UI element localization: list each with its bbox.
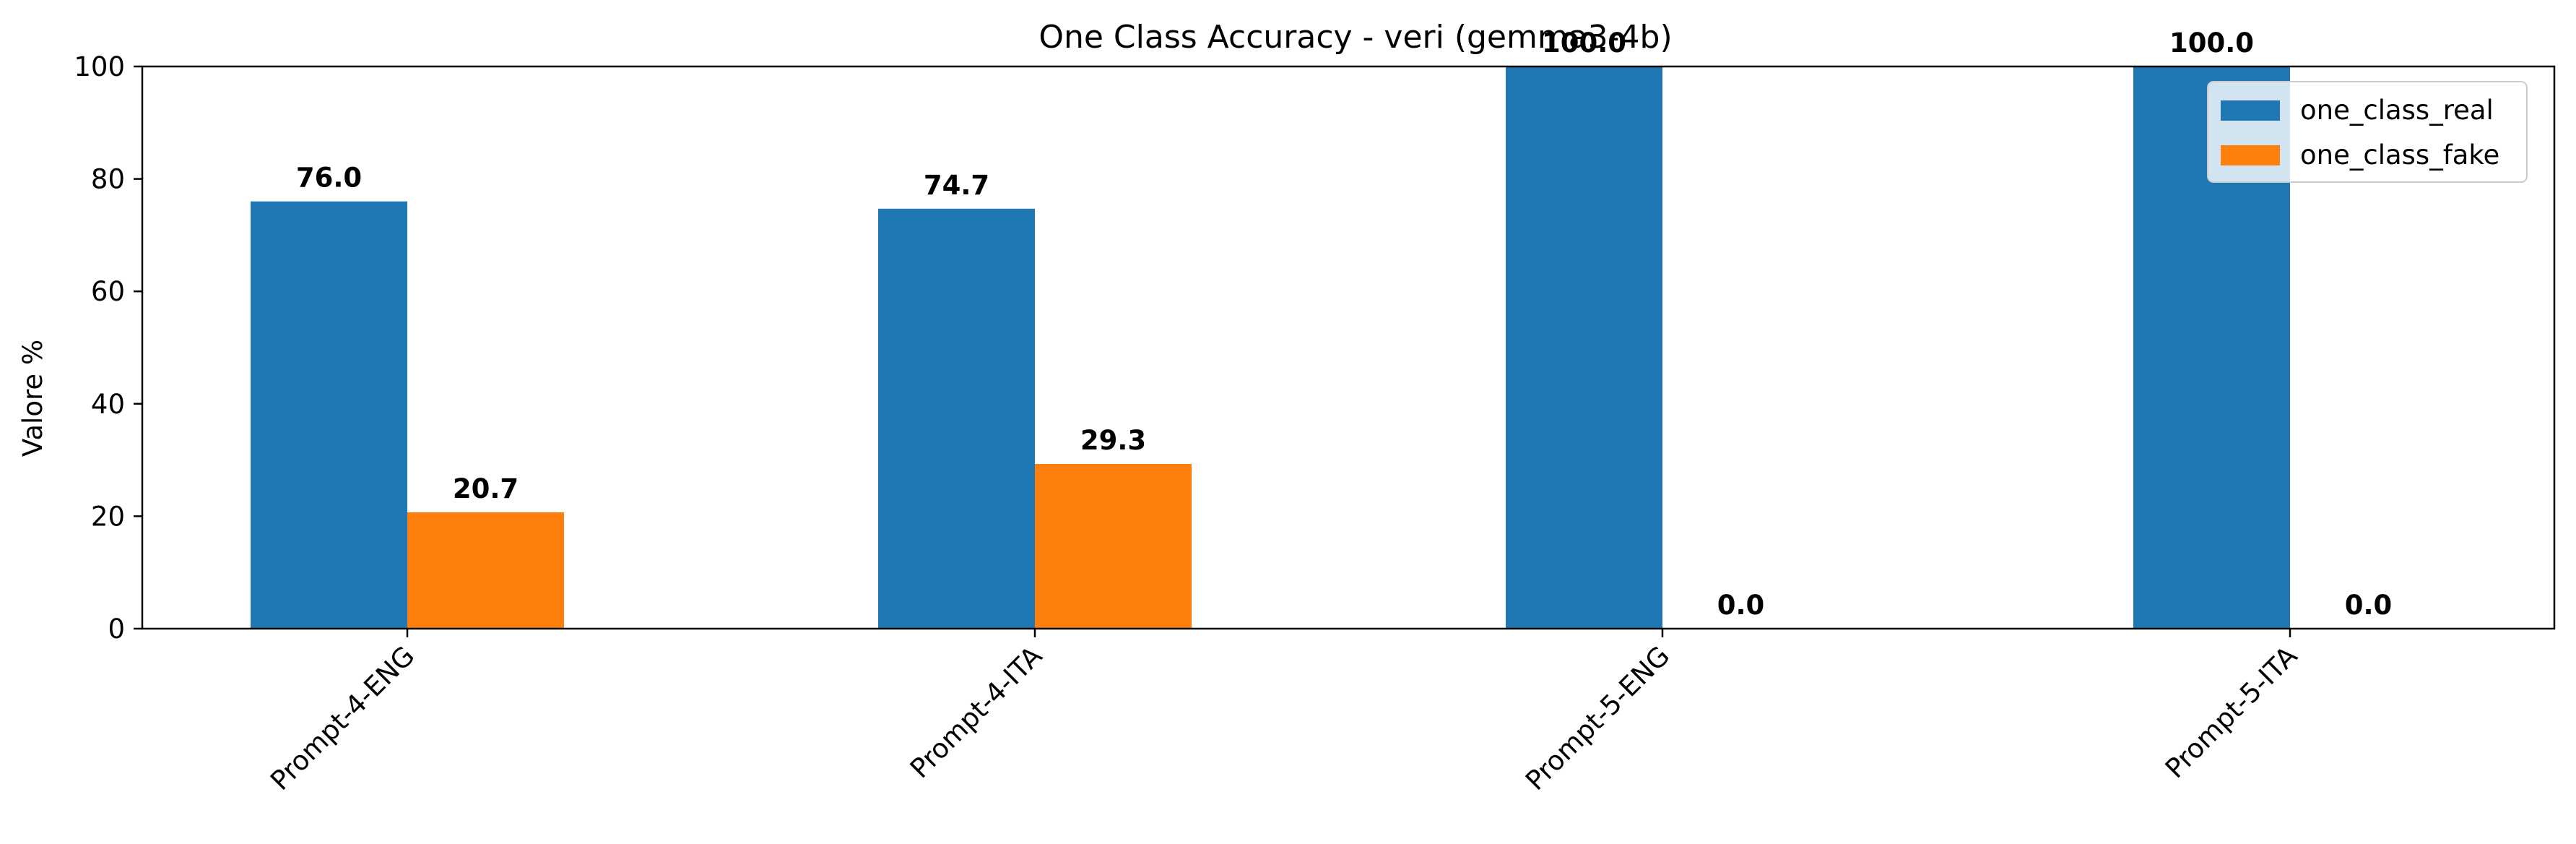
- legend-label-one_class_fake: one_class_fake: [2300, 139, 2499, 171]
- y-tick-label-20: 20: [91, 501, 125, 532]
- y-tick-label-0: 0: [108, 613, 125, 645]
- bar-one_class_real-Prompt-4-ITA: [878, 208, 1035, 629]
- bar-label-one_class_fake-Prompt-4-ITA: 29.3: [1080, 425, 1146, 456]
- y-axis-label: Valore %: [17, 340, 48, 457]
- bar-label-one_class_real-Prompt-5-ENG: 100.0: [1542, 27, 1626, 59]
- x-tick-label-Prompt-4-ENG: Prompt-4-ENG: [264, 640, 420, 796]
- plot-frame: [141, 65, 2556, 630]
- legend: one_class_real one_class_fake: [2207, 81, 2528, 183]
- x-axis: Prompt-4-ENG Prompt-4-ITA Prompt-5-ENG Prom…: [264, 629, 2303, 796]
- bar-one_class_real-Prompt-5-ENG: [1506, 66, 1662, 629]
- bar-label-one_class_real-Prompt-5-ITA: 100.0: [2169, 27, 2254, 59]
- bar-label-one_class_fake-Prompt-4-ENG: 20.7: [453, 473, 519, 504]
- legend-swatch-one_class_real: [2221, 100, 2280, 121]
- x-tick-label-Prompt-5-ITA: Prompt-5-ITA: [2159, 640, 2303, 784]
- bar-label-one_class_fake-Prompt-5-ENG: 0.0: [1717, 590, 1765, 621]
- bar-one_class_fake-Prompt-4-ITA: [1035, 464, 1192, 629]
- bar-label-one_class_fake-Prompt-5-ITA: 0.0: [2345, 590, 2393, 621]
- bars-group: [251, 66, 2290, 629]
- legend-swatch-one_class_fake: [2221, 145, 2280, 165]
- y-axis: 0 20 40 60 80 100: [74, 51, 142, 645]
- x-tick-label-Prompt-5-ENG: Prompt-5-ENG: [1519, 640, 1675, 796]
- bar-one_class_real-Prompt-4-ENG: [251, 201, 407, 629]
- chart-title: One Class Accuracy - veri (gemma3-4b): [1038, 19, 1672, 56]
- x-tick-label-Prompt-4-ITA: Prompt-4-ITA: [904, 640, 1048, 784]
- bar-one_class_fake-Prompt-4-ENG: [407, 512, 564, 629]
- bar-label-one_class_real-Prompt-4-ITA: 74.7: [924, 170, 989, 201]
- y-tick-label-80: 80: [91, 164, 125, 195]
- y-tick-label-100: 100: [74, 51, 125, 82]
- y-tick-label-60: 60: [91, 276, 125, 307]
- bar-label-one_class_real-Prompt-4-ENG: 76.0: [296, 163, 362, 194]
- legend-label-one_class_real: one_class_real: [2300, 95, 2494, 126]
- legend-box: [2207, 81, 2528, 183]
- bar-labels-group: 76.0 74.7 100.0 100.0 20.7 29.3 0.0 0.0: [296, 27, 2392, 621]
- y-tick-label-40: 40: [91, 389, 125, 420]
